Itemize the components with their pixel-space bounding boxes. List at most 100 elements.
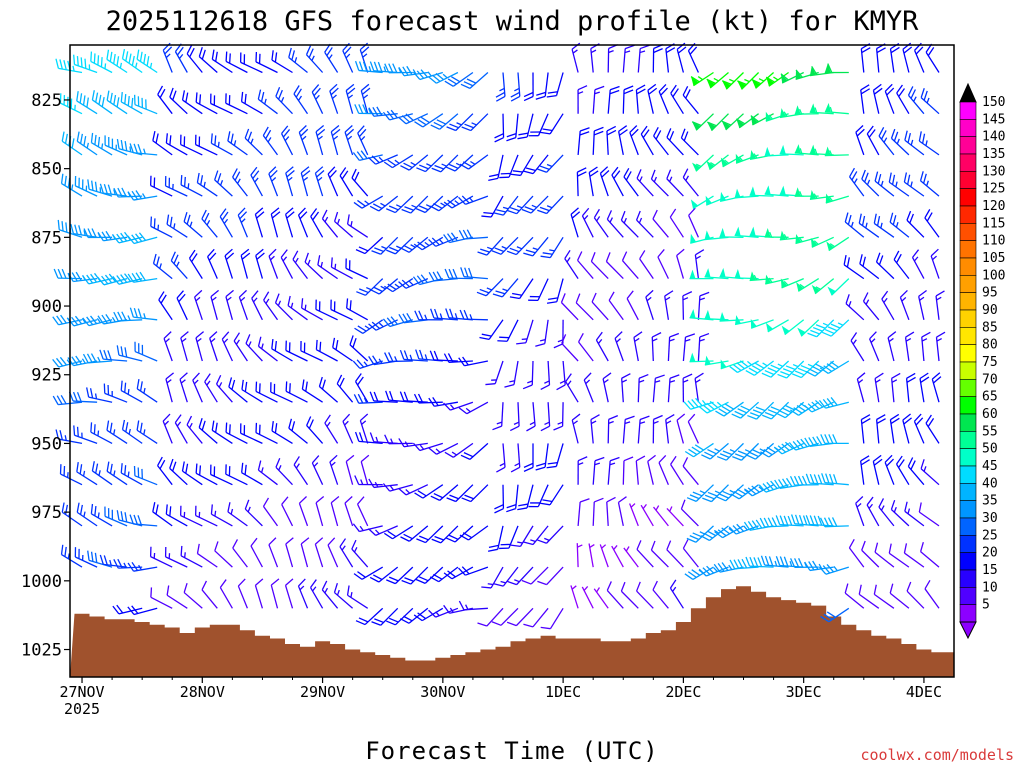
wind-barb [689,269,714,280]
wind-barb [850,332,865,362]
wind-barb [165,133,188,156]
wind-barb [491,236,519,255]
wind-barb [684,566,714,581]
wind-barb [810,236,834,248]
wind-barb [255,422,278,444]
wind-barb [99,349,128,362]
wind-barb [650,169,669,197]
x-tick-label: 27NOV [59,683,104,701]
wind-barb [445,154,474,172]
plot-frame [69,44,955,678]
wind-barb [683,397,714,410]
wind-barb [329,454,339,485]
wind-barb [244,128,263,156]
wind-barb [764,185,789,197]
wind-barb [861,540,880,568]
wind-barb [134,341,158,362]
wind-barb [809,103,834,115]
wind-barb [330,496,340,527]
wind-barb [87,550,113,568]
wind-barb [368,355,398,366]
wind-barb [368,106,398,117]
wind-barb [734,315,759,326]
wind-barb [765,274,789,285]
wind-barb [546,443,564,469]
wind-barb [461,484,489,503]
wind-barb [400,525,429,542]
wind-barb [398,438,428,448]
wind-barb [314,166,325,197]
wind-barb [458,566,489,576]
wind-barb [150,216,173,238]
colorbar-swatch [959,587,977,605]
wind-barb [232,168,248,197]
wind-barb [324,43,339,73]
wind-barb [760,555,789,568]
wind-barb [729,360,759,374]
wind-barb [795,234,819,245]
wind-barb [349,335,369,362]
wind-barb [120,380,143,403]
wind-barb [133,94,158,115]
wind-barb [697,332,710,362]
wind-barb [592,456,605,485]
colorbar-label: 50 [982,442,998,457]
wind-barb [682,539,699,568]
wind-barb [386,607,414,626]
wind-barb [811,278,835,295]
wind-barb [165,372,175,403]
wind-barb [918,502,940,527]
wind-barb [344,496,354,527]
wind-barb [494,113,505,143]
wind-barb [570,585,579,609]
wind-barb [528,113,549,137]
x-tick-label: 30NOV [420,683,465,701]
wind-barb [925,43,940,73]
wind-barb [902,42,913,73]
wind-barb [275,457,293,486]
wind-barb [430,484,459,501]
wind-barb [794,187,819,197]
wind-barb [665,43,676,73]
credit-link[interactable]: coolwx.com/models [860,746,1014,764]
wind-barb [113,558,143,569]
colorbar-swatch [959,223,977,241]
wind-barb [345,83,356,114]
wind-barb [127,605,158,616]
wind-barb [680,128,699,156]
wind-barb [622,44,635,73]
wind-barb [688,207,699,238]
wind-barb [416,154,444,173]
wind-barb [481,195,504,218]
wind-barb [288,418,308,444]
colorbar-swatch [959,257,977,276]
wind-barb [198,418,218,444]
wind-barb [639,250,654,279]
wind-barb [382,109,413,121]
wind-barb [401,566,429,585]
wind-barb [113,187,143,198]
wind-barb [416,525,444,544]
wind-barb [669,208,684,238]
wind-barb [398,113,429,125]
wind-barb [492,278,519,298]
wind-barb [684,442,714,458]
wind-barb [87,179,113,197]
wind-barb [906,210,925,238]
colorbar-swatch [959,309,977,328]
wind-barb [553,402,564,431]
wind-barb [257,336,278,362]
wind-barb [872,83,883,114]
wind-barb [715,401,744,417]
wind-barb [652,580,669,609]
wind-barb [354,431,383,445]
colorbar-swatch [959,483,977,501]
wind-barb [443,604,474,614]
wind-barb [907,457,925,486]
wind-barb [556,360,566,391]
wind-barb [368,319,398,331]
wind-barb [666,169,684,197]
wind-barb [359,413,369,444]
wind-barb [371,236,399,255]
wind-barb [339,538,354,568]
